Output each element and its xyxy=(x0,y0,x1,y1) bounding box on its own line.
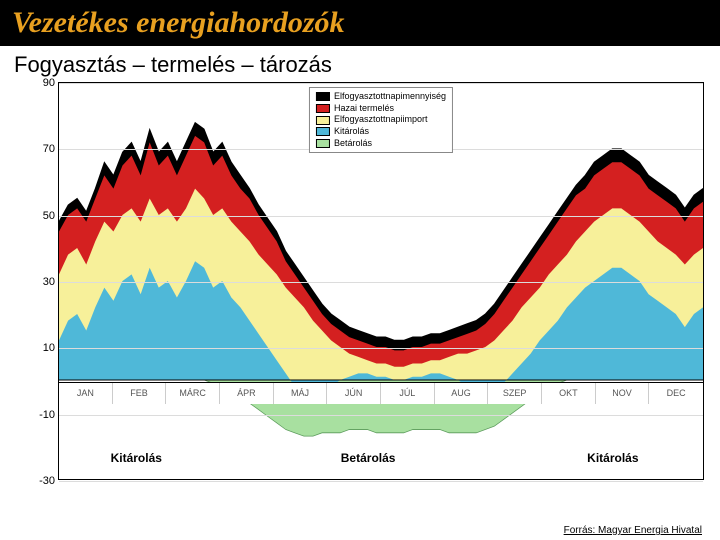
legend-item: Betárolás xyxy=(316,138,446,150)
month-label: JÚN xyxy=(327,383,381,404)
grid-line xyxy=(59,83,703,84)
legend-item: Hazai termelés xyxy=(316,103,446,115)
legend: ElfogyasztottnapimennyiségHazai termelés… xyxy=(309,87,453,153)
month-label: OKT xyxy=(542,383,596,404)
legend-label: Elfogyasztottnapimennyiség xyxy=(334,91,446,103)
month-label: ÁPR xyxy=(220,383,274,404)
grid-line xyxy=(59,415,703,416)
chart-plot-area: -30-101030507090 JANFEBMÁRCÁPRMÁJJÚNJÚLA… xyxy=(58,82,704,480)
chart: Fogyasztás, millió m³ -30-101030507090 J… xyxy=(16,82,704,480)
y-tick: 50 xyxy=(25,210,55,222)
legend-swatch xyxy=(316,116,330,125)
month-label: SZEP xyxy=(488,383,542,404)
legend-item: Elfogyasztottnapiimport xyxy=(316,114,446,126)
month-label: JÚL xyxy=(381,383,435,404)
y-tick: -30 xyxy=(25,475,55,487)
region-label: Kitárolás xyxy=(111,451,162,465)
month-label: DEC xyxy=(649,383,703,404)
month-label: AUG xyxy=(435,383,489,404)
legend-label: Kitárolás xyxy=(334,126,369,138)
legend-item: Elfogyasztottnapimennyiség xyxy=(316,91,446,103)
legend-label: Elfogyasztottnapiimport xyxy=(334,114,428,126)
month-label: FEB xyxy=(113,383,167,404)
legend-label: Hazai termelés xyxy=(334,103,394,115)
region-label: Betárolás xyxy=(341,451,396,465)
page-title: Vezetékes energiahordozók xyxy=(12,6,708,40)
y-tick: 90 xyxy=(25,77,55,89)
y-tick: 70 xyxy=(25,143,55,155)
legend-swatch xyxy=(316,104,330,113)
y-axis-ticks: -30-101030507090 xyxy=(25,83,55,479)
y-tick: 10 xyxy=(25,342,55,354)
legend-label: Betárolás xyxy=(334,138,372,150)
y-tick: -10 xyxy=(25,409,55,421)
grid-line xyxy=(59,348,703,349)
grid-line xyxy=(59,282,703,283)
legend-item: Kitárolás xyxy=(316,126,446,138)
legend-swatch xyxy=(316,139,330,148)
grid-line xyxy=(59,216,703,217)
subtitle: Fogyasztás – termelés – tározás xyxy=(0,46,720,80)
month-axis: JANFEBMÁRCÁPRMÁJJÚNJÚLAUGSZEPOKTNOVDEC xyxy=(59,382,703,404)
title-bar: Vezetékes energiahordozók xyxy=(0,0,720,46)
y-tick: 30 xyxy=(25,276,55,288)
month-label: NOV xyxy=(596,383,650,404)
month-label: JAN xyxy=(59,383,113,404)
month-label: MÁRC xyxy=(166,383,220,404)
grid-line xyxy=(59,481,703,482)
month-label: MÁJ xyxy=(274,383,328,404)
legend-swatch xyxy=(316,92,330,101)
region-label: Kitárolás xyxy=(587,451,638,465)
legend-swatch xyxy=(316,127,330,136)
source-text: Forrás: Magyar Energia Hivatal xyxy=(564,525,702,536)
